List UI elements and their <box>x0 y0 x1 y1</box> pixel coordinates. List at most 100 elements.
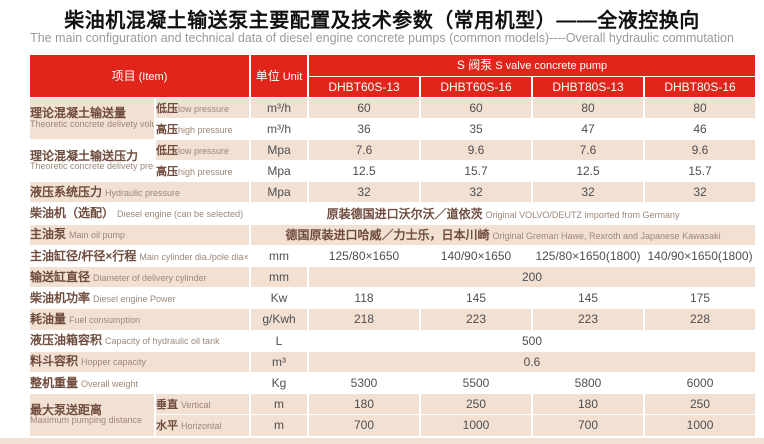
item-label: 整机重量 Overall weight <box>30 372 251 395</box>
spec-table: 项目 (Item) 单位 Unit S 阀泵 S valve concrete pum… <box>30 55 756 437</box>
unit-cell: Mpa <box>250 181 309 204</box>
table-row: 整机重量 Overall weight Kg 5300 5500 5800 600… <box>30 372 756 395</box>
table-row: 理论混凝土输送量 Theoretic concrete delivety vol… <box>30 97 756 140</box>
value-cell: 9.6 <box>644 139 756 162</box>
value-cell: 32 <box>532 181 645 204</box>
unit-cell: mm <box>250 266 309 289</box>
value-cell: 250 <box>644 393 756 416</box>
header-model-3: DHBT80S-13 <box>532 76 645 98</box>
header-item-en: (Item) <box>138 70 168 83</box>
value-cell: 5300 <box>308 372 421 395</box>
header-model-1: DHBT60S-13 <box>308 76 421 98</box>
unit-cell: m³/h <box>250 97 309 119</box>
value-cell: 7.6 <box>308 139 421 162</box>
header-group-cn: S 阀泵 <box>456 58 493 73</box>
header-unit-cn: 单位 <box>255 68 280 83</box>
value-cell: 125/80×1650 <box>308 245 421 268</box>
unit-cell: m³ <box>250 351 309 373</box>
value-cell: 12.5 <box>308 160 421 183</box>
value-cell: 5500 <box>420 372 533 395</box>
table-row: 柴油机（选配） Diesel engine (can be selected) 原… <box>30 202 756 225</box>
value-cell: 223 <box>532 308 645 331</box>
item-label: 耗油量 Fuel consumption <box>30 308 251 331</box>
header-item-cn: 项目 <box>111 68 136 83</box>
item-label: 理论混凝土输送压力 Theoretic concrete delivety pr… <box>30 139 156 183</box>
value-cell: 145 <box>420 287 533 310</box>
unit-cell: Kg <box>250 372 309 395</box>
value-cell: 36 <box>308 118 421 140</box>
table-row: 理论混凝土输送压力 Theoretic concrete delivety pr… <box>30 139 756 183</box>
value-cell: 60 <box>420 97 533 119</box>
table-row: 液压油箱容积 Capacity of hydraulic oil tank L 5… <box>30 330 756 352</box>
value-cell: 12.5 <box>532 160 645 183</box>
value-cell: 180 <box>308 393 421 416</box>
unit-cell: mm <box>250 245 309 268</box>
sub-label: 低压low pressure <box>155 97 251 119</box>
value-cell: 32 <box>644 181 756 204</box>
item-label: 主油泵 Main oil pump <box>30 224 251 246</box>
table-row: 最大泵送距离 Maximum pumping distance 垂直 Vertic… <box>30 393 756 437</box>
value-cell: 140/90×1650 <box>420 245 533 268</box>
value-cell: 118 <box>308 287 421 310</box>
table-row: 耗油量 Fuel consumption g/Kwh 218 223 223 22… <box>30 308 756 331</box>
value-cell: 140/90×1650(1800) <box>644 245 756 268</box>
value-cell: 1000 <box>420 414 533 437</box>
value-cell: 145 <box>532 287 645 310</box>
value-cell: 228 <box>644 308 756 331</box>
value-cell: 35 <box>420 118 533 140</box>
table-row: 料斗容积 Hopper capacity m³ 0.6 <box>30 351 756 373</box>
merged-value-cell: 500 <box>308 330 756 352</box>
value-cell: 60 <box>308 97 421 119</box>
item-label: 最大泵送距离 Maximum pumping distance <box>30 393 156 437</box>
merged-value-cell: 200 <box>308 266 756 289</box>
item-label: 理论混凝土输送量 Theoretic concrete delivety vol… <box>30 97 156 140</box>
bottom-decor-strip <box>0 438 764 444</box>
value-cell: 175 <box>644 287 756 310</box>
sub-label: 水平 Horizontal <box>155 414 251 437</box>
header-model-4: DHBT80S-16 <box>644 76 756 98</box>
value-cell: 46 <box>644 118 756 140</box>
page-subtitle: The main configuration and technical dat… <box>30 31 734 45</box>
header-unit: 单位 Unit <box>250 55 309 98</box>
unit-cell: Mpa <box>250 139 309 162</box>
header-item: 项目 (Item) <box>30 55 251 98</box>
sub-label: 高压high pressure <box>155 160 251 183</box>
sub-label: 低压low pressure <box>155 139 251 162</box>
header-model-2: DHBT60S-16 <box>420 76 533 98</box>
unit-cell: L <box>250 330 309 352</box>
table-row: 输送缸直径 Diameter of delivery cylinder mm 20… <box>30 266 756 289</box>
value-cell: 32 <box>420 181 533 204</box>
value-cell: 32 <box>308 181 421 204</box>
value-cell: 7.6 <box>532 139 645 162</box>
table-row: 高压high pressure Mpa 12.5 15.7 12.5 15.7 <box>30 160 756 183</box>
unit-cell: g/Kwh <box>250 308 309 331</box>
table-row: 柴油机功率 Diesel engine Power Kw 118 145 145 … <box>30 287 756 310</box>
page-title: 柴油机混凝土输送泵主要配置及技术参数（常用机型）——全液控换向 <box>64 10 700 32</box>
value-cell: 700 <box>532 414 645 437</box>
item-label: 液压油箱容积 Capacity of hydraulic oil tank <box>30 330 251 352</box>
merged-text-cell: 原装德国进口沃尔沃／道依茨 Original VOLVO/DEUTZ import… <box>250 202 756 225</box>
header-unit-en: Unit <box>282 70 303 83</box>
unit-cell: m <box>250 414 309 437</box>
unit-cell: m <box>250 393 309 416</box>
value-cell: 1000 <box>644 414 756 437</box>
item-label: 柴油机功率 Diesel engine Power <box>30 287 251 310</box>
unit-cell: Mpa <box>250 160 309 183</box>
merged-value-cell: 0.6 <box>308 351 756 373</box>
unit-cell: m³/h <box>250 118 309 140</box>
header-group-en: S valve concrete pump <box>495 60 608 73</box>
value-cell: 15.7 <box>420 160 533 183</box>
sub-label: 垂直 Vertical <box>155 393 251 416</box>
value-cell: 250 <box>420 393 533 416</box>
value-cell: 125/80×1650(1800) <box>532 245 645 268</box>
table-row: 水平 Horizontal m 700 1000 700 1000 <box>30 414 756 437</box>
value-cell: 180 <box>532 393 645 416</box>
table-row: 液压系统压力 Hydraulic pressure Mpa 32 32 32 32 <box>30 181 756 204</box>
item-label: 输送缸直径 Diameter of delivery cylinder <box>30 266 251 289</box>
value-cell: 15.7 <box>644 160 756 183</box>
item-label: 柴油机（选配） Diesel engine (can be selected) <box>30 202 251 225</box>
value-cell: 223 <box>420 308 533 331</box>
